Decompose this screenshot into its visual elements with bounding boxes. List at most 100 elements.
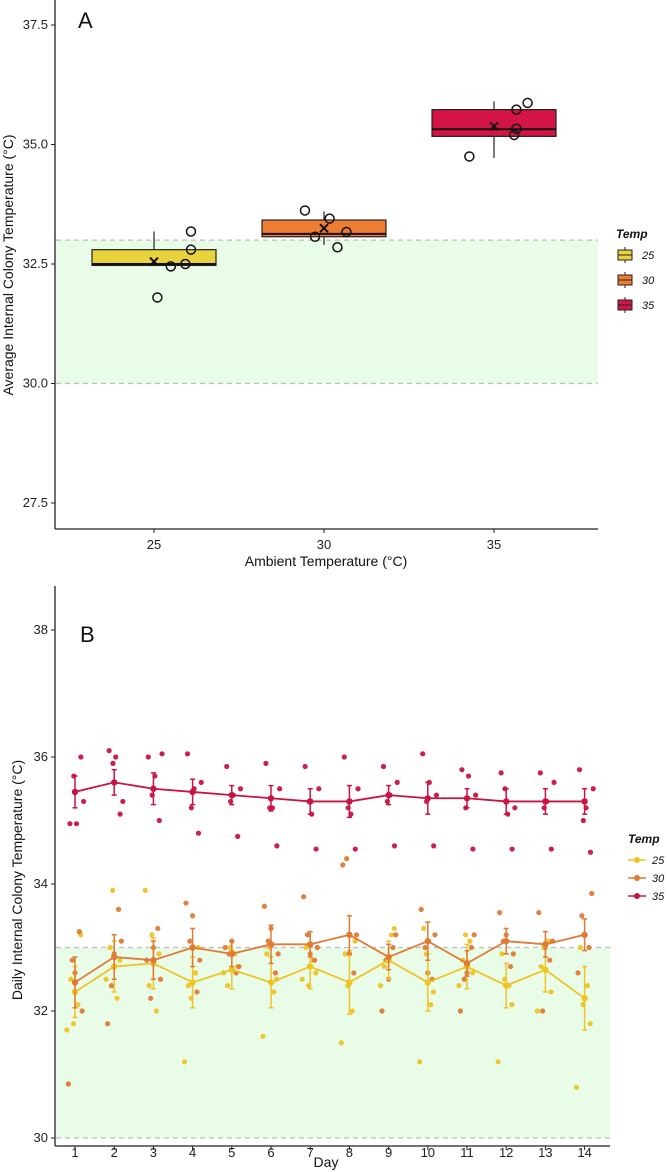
raw-point-30: [275, 951, 281, 957]
raw-point-35: [341, 754, 347, 760]
raw-point-30: [579, 913, 585, 919]
mean-point-25: [307, 963, 314, 970]
raw-point-30: [304, 932, 311, 938]
x-tick-label: 4: [189, 1145, 196, 1160]
raw-point-25: [64, 1027, 70, 1033]
legend-label: 30: [652, 873, 665, 885]
mean-marker: [149, 256, 159, 267]
raw-point-30: [547, 957, 553, 963]
data-point: [324, 213, 335, 224]
mean-point-25: [346, 979, 353, 986]
y-tick-label: 32: [34, 1003, 48, 1018]
mean-point-35: [424, 795, 431, 802]
panel-a: 27.5 30.0 32.5 35.0 37.5 25 30 35 A Ambient Te…: [0, 0, 655, 569]
raw-point-35: [159, 751, 165, 757]
raw-point-30: [148, 995, 154, 1001]
mean-marker: [489, 121, 499, 132]
data-point: [511, 104, 522, 115]
raw-point-30: [340, 862, 346, 868]
raw-point-25: [117, 957, 123, 963]
x-tick-label: 30: [317, 537, 331, 552]
raw-point-35: [316, 786, 322, 792]
raw-point-25: [299, 976, 305, 982]
raw-point-35: [81, 798, 87, 805]
raw-point-30: [157, 976, 164, 982]
raw-point-35: [537, 770, 543, 776]
raw-point-30: [155, 925, 161, 932]
mean-point-35: [463, 795, 471, 802]
raw-point-35: [470, 846, 476, 852]
raw-point-35: [473, 792, 479, 798]
raw-point-35: [188, 805, 194, 811]
x-tick-label: 2: [111, 1145, 118, 1160]
raw-point-35: [380, 763, 387, 770]
raw-point-25: [470, 970, 476, 976]
raw-point-30: [108, 983, 115, 989]
mean-point-35: [346, 798, 353, 805]
data-point: [332, 242, 343, 253]
raw-point-35: [391, 843, 398, 849]
raw-point-25: [388, 932, 395, 938]
legend-label: 30: [642, 275, 655, 287]
raw-point-25: [68, 976, 74, 982]
raw-point-35: [67, 821, 73, 827]
raw-point-30: [118, 938, 124, 944]
mean-point-30: [307, 941, 314, 948]
y-axis-title: Daily Internal Colony Temperature (°C): [9, 760, 25, 1000]
raw-point-35: [198, 779, 204, 786]
raw-point-30: [351, 970, 357, 976]
raw-point-35: [274, 843, 280, 849]
panel-label: B: [80, 622, 95, 647]
x-ticks: 25 30 35: [147, 529, 501, 552]
raw-point-35: [73, 821, 80, 827]
raw-point-35: [355, 786, 361, 792]
series-line-25: [74, 959, 586, 1000]
raw-point-30: [183, 900, 189, 906]
x-tick-label: 9: [385, 1145, 392, 1160]
mean-point-35: [71, 788, 79, 796]
mean-point-25: [189, 979, 196, 986]
x-tick-label: 10: [421, 1145, 435, 1160]
raw-point-25: [417, 1059, 423, 1065]
raw-point-35: [235, 833, 241, 839]
mean-marker: [319, 223, 329, 233]
raw-point-30: [69, 957, 75, 963]
raw-point-35: [120, 798, 126, 805]
raw-point-25: [110, 887, 116, 893]
raw-point-35: [277, 786, 283, 792]
data-point: [185, 244, 197, 255]
raw-point-30: [65, 1081, 72, 1087]
raw-point-25: [70, 1021, 77, 1027]
raw-point-30: [222, 944, 228, 951]
raw-point-30: [586, 944, 592, 951]
mean-point-35: [542, 798, 549, 805]
mean-point-30: [542, 941, 549, 948]
raw-point-30: [353, 932, 360, 938]
raw-point-30: [261, 903, 268, 909]
x-tick-label: 13: [538, 1145, 552, 1160]
mean-point-30: [150, 957, 157, 964]
raw-point-35: [352, 846, 358, 852]
raw-point-35: [548, 846, 554, 852]
mean-point-30: [267, 941, 275, 948]
raw-point-30: [507, 963, 514, 970]
raw-point-25: [224, 983, 231, 989]
mean-point-35: [228, 791, 235, 799]
raw-point-25: [264, 951, 270, 957]
mean-point-35: [503, 798, 510, 805]
raw-point-30: [422, 944, 428, 951]
raw-point-25: [548, 989, 554, 995]
raw-point-30: [115, 906, 122, 913]
raw-point-25: [534, 1008, 540, 1014]
mean-point-30: [346, 931, 353, 938]
legend-dot-25: [634, 857, 640, 863]
raw-point-25: [260, 1033, 266, 1039]
y-tick-label: 35.0: [23, 137, 48, 152]
raw-point-35: [498, 770, 504, 776]
raw-point-25: [509, 1002, 515, 1008]
panel-label: A: [78, 8, 93, 33]
raw-point-35: [590, 786, 596, 792]
raw-point-30: [311, 957, 318, 963]
mean-point-25: [581, 995, 588, 1002]
raw-point-25: [573, 1084, 580, 1090]
